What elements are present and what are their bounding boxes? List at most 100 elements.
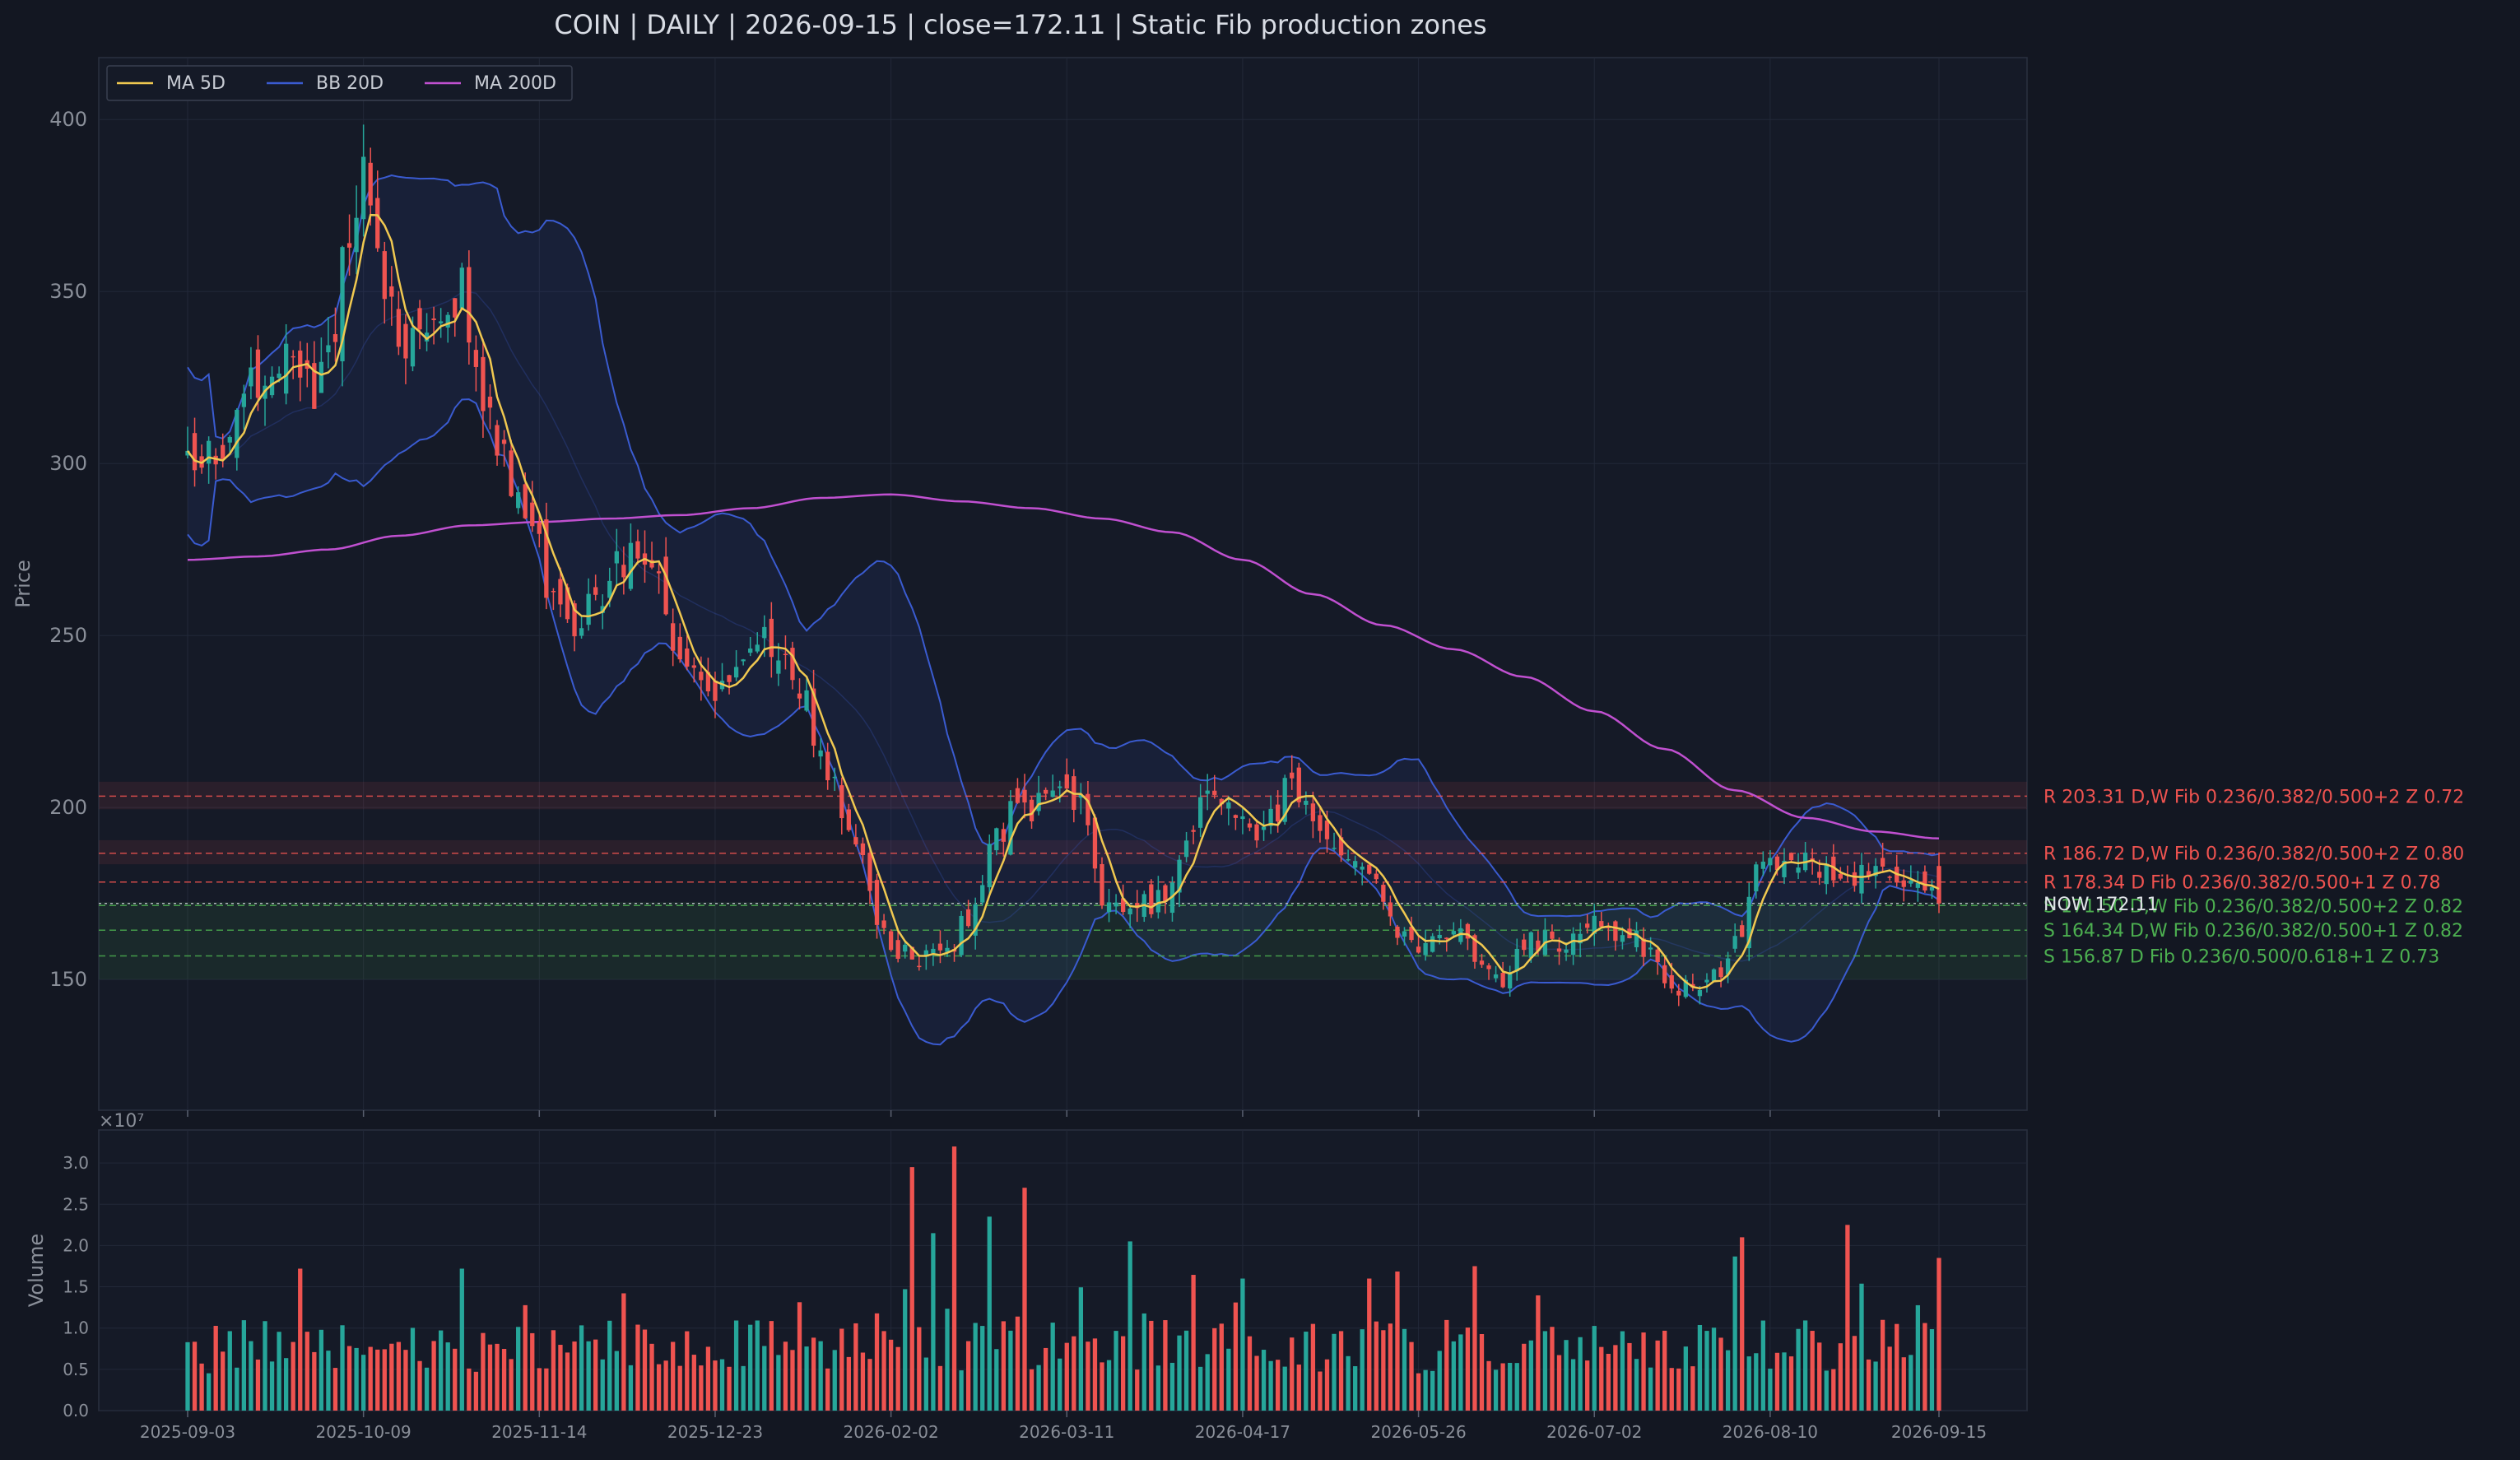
x-tick-label: 2025-11-14 xyxy=(491,1422,587,1442)
volume-bar xyxy=(1114,1331,1118,1411)
candle-body xyxy=(1725,958,1731,975)
volume-bar xyxy=(987,1216,992,1411)
candle-body xyxy=(888,931,894,951)
volume-bar xyxy=(1430,1370,1435,1411)
candle-body xyxy=(945,947,950,952)
volume-bar xyxy=(945,1309,950,1411)
candle-body xyxy=(291,356,295,358)
candle-body xyxy=(1655,949,1660,963)
volume-bar xyxy=(1402,1328,1407,1411)
candle-body xyxy=(607,580,612,598)
volume-bar xyxy=(305,1332,309,1411)
candle-body xyxy=(1114,902,1118,907)
candle-body xyxy=(1395,926,1400,938)
volume-bar xyxy=(445,1342,450,1411)
candle-body xyxy=(1873,866,1878,876)
volume-bar xyxy=(1669,1368,1674,1411)
volume-bar xyxy=(755,1320,760,1411)
volume-bar xyxy=(1276,1360,1281,1411)
volume-bar xyxy=(1690,1366,1695,1411)
volume-bar xyxy=(951,1146,957,1411)
volume-bar xyxy=(804,1346,809,1411)
candle-body xyxy=(1683,979,1688,997)
candle-body xyxy=(1177,859,1182,893)
volume-bar xyxy=(467,1368,472,1411)
volume-bar xyxy=(1641,1332,1646,1411)
level-label: R 186.72 D,W Fib 0.236/0.382/0.500+2 Z 0… xyxy=(2043,844,2464,865)
candle-body xyxy=(1824,863,1829,885)
candle-body xyxy=(1768,858,1773,866)
candle-body xyxy=(586,593,591,625)
candle-body xyxy=(1711,969,1717,982)
volume-bar xyxy=(1817,1342,1822,1411)
volume-bar xyxy=(473,1371,479,1411)
x-tick-label: 2026-05-26 xyxy=(1370,1422,1466,1442)
legend-label: BB 20D xyxy=(316,73,384,94)
candle-body xyxy=(1718,967,1723,978)
candle-body xyxy=(206,440,212,464)
candle-body xyxy=(621,565,626,578)
volume-bar xyxy=(326,1351,331,1411)
volume-bar xyxy=(691,1355,696,1411)
candle-body xyxy=(1669,974,1674,989)
volume-bar xyxy=(1760,1320,1765,1411)
volume-bar xyxy=(895,1346,900,1411)
volume-bar xyxy=(241,1320,247,1411)
candle-body xyxy=(396,309,402,347)
candle-body xyxy=(192,433,198,471)
volume-bar xyxy=(741,1365,746,1411)
level-label: S 164.34 D,W Fib 0.236/0.382/0.500+1 Z 0… xyxy=(2043,921,2463,942)
volume-bar xyxy=(523,1304,528,1411)
candle-body xyxy=(1578,933,1583,944)
volume-bar xyxy=(1205,1354,1210,1411)
candle-body xyxy=(699,672,704,681)
volume-bar xyxy=(1304,1332,1309,1411)
volume-bar xyxy=(1613,1345,1618,1411)
volume-bar xyxy=(1838,1343,1844,1411)
candle-body xyxy=(1022,789,1027,803)
candle-body xyxy=(853,837,858,845)
candle-body xyxy=(1381,885,1386,902)
volume-bar xyxy=(1824,1370,1829,1411)
candle-body xyxy=(1183,840,1189,858)
candle-body xyxy=(1472,935,1477,962)
candle-body xyxy=(1127,908,1132,914)
volume-bar xyxy=(579,1325,584,1411)
volume-bar xyxy=(1845,1225,1850,1411)
volume-bar xyxy=(185,1341,190,1411)
volume-bar xyxy=(1233,1302,1239,1411)
volume-bar xyxy=(1120,1336,1126,1411)
candle-body xyxy=(1092,817,1098,869)
candle-body xyxy=(1458,928,1463,942)
volume-bar xyxy=(1310,1323,1316,1411)
volume-bar xyxy=(1008,1330,1013,1411)
volume-bar xyxy=(1149,1320,1154,1411)
volume-bar xyxy=(1634,1359,1639,1411)
candle-body xyxy=(1219,798,1224,805)
price-tick-label: 200 xyxy=(49,796,87,819)
volume-bar xyxy=(1022,1188,1027,1411)
candle-body xyxy=(818,750,823,757)
candle-body xyxy=(909,946,914,960)
candle-body xyxy=(1866,871,1871,877)
volume-bar xyxy=(1367,1278,1372,1411)
volume-bar xyxy=(1015,1316,1021,1411)
volume-bar xyxy=(649,1343,654,1411)
candle-body xyxy=(354,217,359,253)
candle-body xyxy=(1086,793,1090,825)
volume-bar xyxy=(677,1365,682,1411)
volume-bar xyxy=(1409,1341,1414,1411)
volume-bar xyxy=(1169,1362,1175,1411)
candle-body xyxy=(1247,823,1253,828)
volume-bar xyxy=(382,1349,387,1411)
candle-body xyxy=(1592,915,1597,934)
candle-body xyxy=(1444,937,1449,940)
candle-body xyxy=(1901,880,1906,887)
volume-tick-label: 0.5 xyxy=(63,1360,89,1379)
candle-body xyxy=(593,587,598,595)
candle-body xyxy=(1205,790,1210,794)
candle-body xyxy=(1212,790,1217,795)
x-tick-label: 2026-04-17 xyxy=(1195,1422,1290,1442)
volume-bar xyxy=(298,1268,303,1411)
candle-body xyxy=(361,156,366,220)
